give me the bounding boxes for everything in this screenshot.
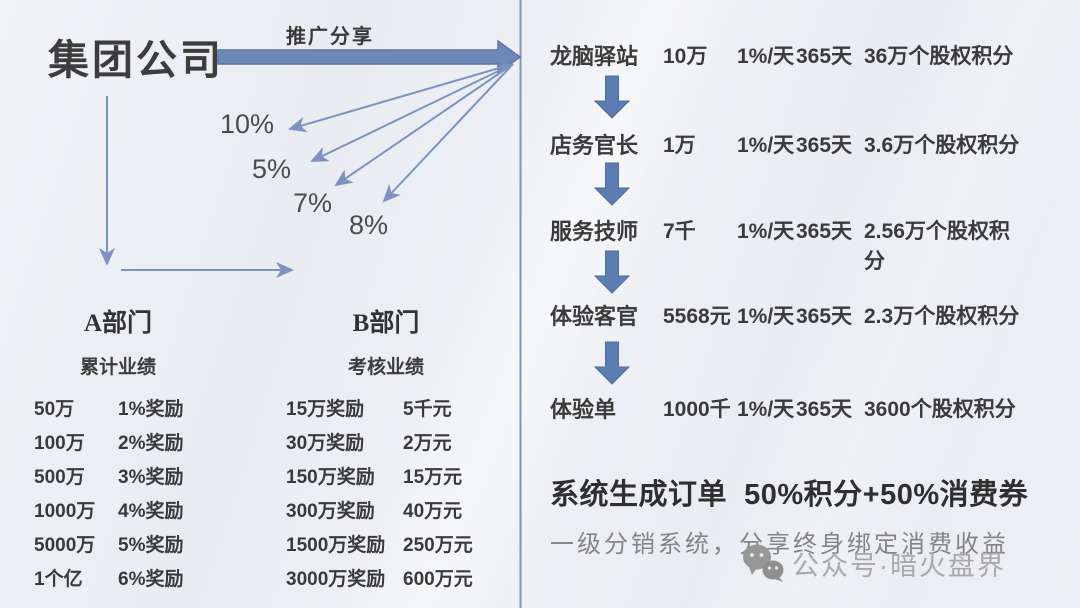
level-row-fuwu: 服务技师 7千 1%/天 365天 2.56万个股权积分 (550, 217, 1030, 273)
reward-cell: 1%奖励 (118, 399, 184, 420)
level-name: 体验单 (550, 397, 617, 422)
table-row: 150万奖励 15万元 (286, 461, 486, 495)
dept-a-table: A部门 累计业绩 50万 1%奖励 100万 2%奖励 500万 3%奖励 1000万… (34, 300, 202, 597)
level-row-dianwu: 店务官长 1万 1%/天 365天 3.6万个股权积分 (550, 131, 1030, 161)
watermark-text: 公众号·暗火盘界 (792, 550, 1006, 581)
reward-cell: 1500万奖励 (286, 535, 386, 556)
amount-cell: 40万元 (403, 501, 463, 522)
reward-cell: 30万奖励 (286, 433, 365, 454)
level-rate: 1%/天 (737, 398, 795, 421)
table-row: 1000万 4%奖励 (34, 495, 202, 529)
reward-cell: 150万奖励 (286, 467, 375, 488)
fan-arrow-10pct (288, 63, 514, 133)
reward-cell: 2%奖励 (118, 433, 184, 454)
amount-cell: 15万元 (403, 467, 463, 488)
level-rate: 1%/天 (737, 305, 795, 328)
level-amount: 1000千 (663, 398, 731, 421)
company-title: 集团公司 (48, 37, 224, 83)
level-row-tiyan-dan: 体验单 1000千 1%/天 365天 3600个股权积分 (550, 395, 1030, 425)
dept-a-title: A部门 (83, 310, 153, 337)
level-name: 服务技师 (550, 219, 639, 244)
level-points: 36万个股权积分 (864, 45, 1014, 68)
level-down-arrow-2 (593, 162, 631, 206)
level-row-longnao: 龙脑驿站 10万 1%/天 365天 36万个股权积分 (550, 42, 1030, 72)
table-row: 1个亿 6%奖励 (34, 563, 202, 597)
dept-b-title: B部门 (352, 310, 420, 337)
fan-arrow-5pct (310, 63, 514, 162)
level-days: 365天 (796, 45, 853, 68)
level-rate: 1%/天 (737, 45, 795, 68)
reward-cell: 4%奖励 (118, 501, 184, 522)
level-points: 2.56万个股权积分 (864, 220, 1010, 273)
level-amount: 5568元 (663, 305, 731, 328)
fan-arrow-8pct (382, 63, 514, 203)
threshold-cell: 5000万 (34, 535, 96, 556)
level-down-arrow-4 (593, 341, 631, 385)
table-row: 500万 3%奖励 (34, 461, 202, 495)
table-row: 300万奖励 40万元 (286, 495, 486, 529)
reward-cell: 3%奖励 (118, 467, 184, 488)
threshold-cell: 50万 (34, 399, 75, 420)
dept-b-table: B部门 考核业绩 15万奖励 5千元 30万奖励 2万元 150万奖励 15万元 30… (286, 300, 486, 597)
dept-b-rows: 15万奖励 5千元 30万奖励 2万元 150万奖励 15万元 300万奖励 40万元 … (286, 393, 486, 597)
level-rate: 1%/天 (737, 220, 795, 243)
level-amount: 1万 (663, 134, 696, 157)
dept-a-rows: 50万 1%奖励 100万 2%奖励 500万 3%奖励 1000万 4%奖励 5000… (34, 393, 202, 597)
table-row: 3000万奖励 600万元 (286, 563, 486, 597)
watermark: 公众号·暗火盘界 (742, 543, 1006, 583)
level-amount: 7千 (663, 220, 696, 243)
table-row: 1500万奖励 250万元 (286, 529, 486, 563)
level-rate: 1%/天 (737, 134, 795, 157)
level-points: 2.3万个股权积分 (864, 305, 1020, 328)
amount-cell: 2万元 (403, 433, 452, 454)
threshold-cell: 1000万 (34, 501, 96, 522)
table-row: 50万 1%奖励 (34, 393, 202, 427)
level-name: 龙脑驿站 (550, 44, 639, 69)
level-days: 365天 (796, 220, 853, 243)
reward-cell: 3000万奖励 (286, 569, 386, 590)
amount-cell: 250万元 (403, 535, 473, 556)
level-days: 365天 (796, 134, 853, 157)
reward-cell: 300万奖励 (286, 501, 375, 522)
amount-cell: 5千元 (403, 399, 452, 420)
level-row-tiyan-keguan: 体验客官 5568元 1%/天 365天 2.3万个股权积分 (550, 302, 1030, 332)
level-days: 365天 (796, 305, 853, 328)
dept-b-subtitle: 考核业绩 (347, 357, 424, 378)
level-points: 3.6万个股权积分 (864, 134, 1020, 157)
order-summary-text: 系统生成订单 50%积分+50%消费券 (550, 479, 1029, 511)
table-row: 100万 2%奖励 (34, 427, 202, 461)
percent-label-10: 10% (220, 109, 275, 139)
level-days: 365天 (796, 398, 853, 421)
level-amount: 10万 (663, 45, 708, 68)
table-row: 30万奖励 2万元 (286, 427, 486, 461)
dept-a-subtitle: 累计业绩 (79, 357, 156, 378)
table-row: 5000万 5%奖励 (34, 529, 202, 563)
level-down-arrow-3 (593, 250, 631, 294)
threshold-cell: 500万 (34, 467, 85, 488)
level-name: 体验客官 (550, 304, 639, 329)
table-row: 15万奖励 5千元 (286, 393, 486, 427)
reward-cell: 5%奖励 (118, 535, 184, 556)
wechat-icon (743, 544, 784, 582)
level-down-arrow-1 (593, 75, 631, 119)
percent-label-8: 8% (349, 210, 389, 240)
fan-arrow-7pct (334, 63, 514, 187)
amount-cell: 600万元 (403, 569, 473, 590)
percent-label-5: 5% (252, 154, 292, 184)
threshold-cell: 1个亿 (34, 569, 83, 590)
reward-cell: 6%奖励 (118, 569, 184, 590)
level-name: 店务官长 (550, 133, 639, 158)
distribution-note-text: 一级分销系统，分享终身绑定消费收益 (550, 532, 1009, 558)
level-points: 3600个股权积分 (864, 398, 1016, 421)
reward-cell: 15万奖励 (286, 399, 365, 420)
percent-label-7: 7% (293, 188, 333, 218)
promo-arrow-label: 推广分享 (286, 26, 374, 48)
threshold-cell: 100万 (34, 433, 85, 454)
